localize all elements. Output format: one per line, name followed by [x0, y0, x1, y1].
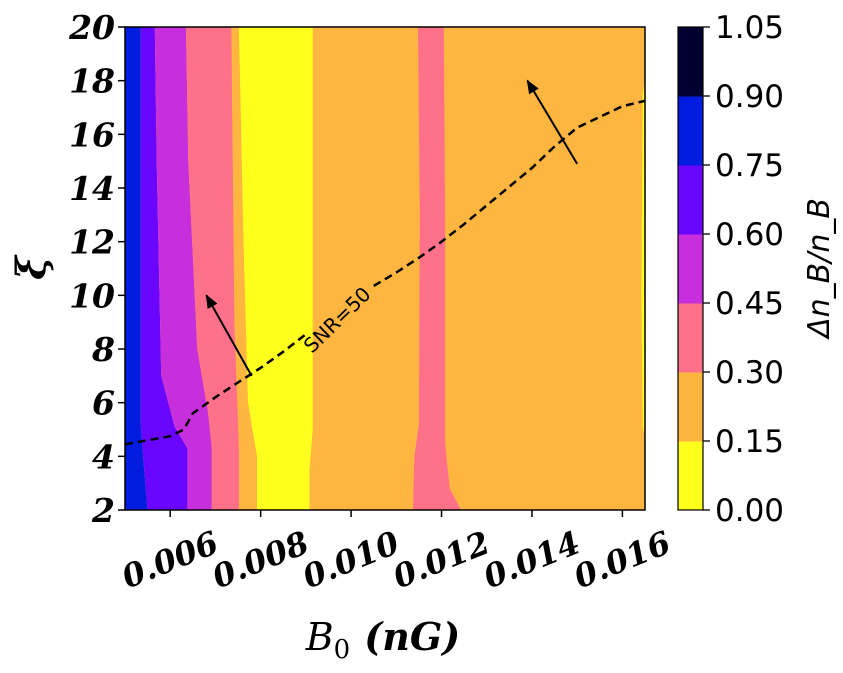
- colorbar-label: Δn_B/n_B: [802, 198, 837, 340]
- x-axis-label-sub: 0: [334, 635, 351, 665]
- snr-dashed-curve: [125, 99, 645, 446]
- colorbar-band-1: [678, 372, 703, 442]
- contour-region-1: [125, 27, 148, 510]
- colorbar-band-0: [678, 441, 703, 511]
- colorbar-frame: [677, 26, 704, 511]
- x-axis-label-main: B: [305, 615, 334, 659]
- x-axis-label: B0 (nG): [305, 614, 461, 665]
- y-tick-label: 2: [91, 491, 115, 530]
- contour-region-3: [154, 27, 212, 510]
- colorbar: 0.00 0.15 0.30 0.45 0.60 0.75 0.90 1.05: [677, 10, 784, 529]
- y-tick-label: 16: [69, 115, 115, 154]
- arrow-1: [526, 79, 579, 165]
- colorbar-tick-label: 0.00: [715, 493, 784, 529]
- colorbar-tick-label: 0.90: [715, 79, 784, 115]
- x-axis-label-unit: (nG): [364, 614, 460, 659]
- contour-region-5: [238, 27, 313, 510]
- contour-region-6: [413, 27, 461, 510]
- plot-area: [125, 27, 645, 510]
- colorbar-band-6: [678, 27, 703, 97]
- y-tick-label: 4: [92, 437, 115, 476]
- y-axis: 2 4 6 8 10 12 14 16 18 20: [68, 8, 125, 530]
- contour-region-7: [641, 80, 645, 438]
- colorbar-tick-label: 1.05: [715, 10, 784, 46]
- contour-region-2: [140, 27, 188, 510]
- y-tick-label: 6: [92, 384, 115, 423]
- colorbar-band-3: [678, 234, 703, 304]
- colorbar-tick-label: 0.60: [715, 217, 784, 253]
- y-tick-label: 8: [91, 330, 115, 369]
- y-tick-label: 18: [69, 62, 115, 101]
- y-tick-label: 10: [69, 276, 115, 315]
- arrows: [205, 79, 579, 377]
- x-tick-label: 0.016: [569, 523, 676, 596]
- colorbar-tick-label: 0.30: [715, 355, 784, 391]
- y-axis-label: ξ: [8, 254, 55, 280]
- plot-frame: [124, 26, 646, 511]
- colorbar-tick-label: 0.45: [715, 286, 784, 322]
- colorbar-tick-label: 0.75: [715, 148, 784, 184]
- colorbar-band-4: [678, 165, 703, 235]
- y-tick-label: 20: [68, 8, 115, 47]
- colorbar-band-2: [678, 303, 703, 373]
- colorbar-tick-label: 0.15: [715, 424, 784, 460]
- y-tick-label: 14: [69, 169, 115, 208]
- arrow-0: [205, 294, 253, 377]
- y-tick-label: 12: [69, 223, 115, 262]
- colorbar-band-5: [678, 96, 703, 166]
